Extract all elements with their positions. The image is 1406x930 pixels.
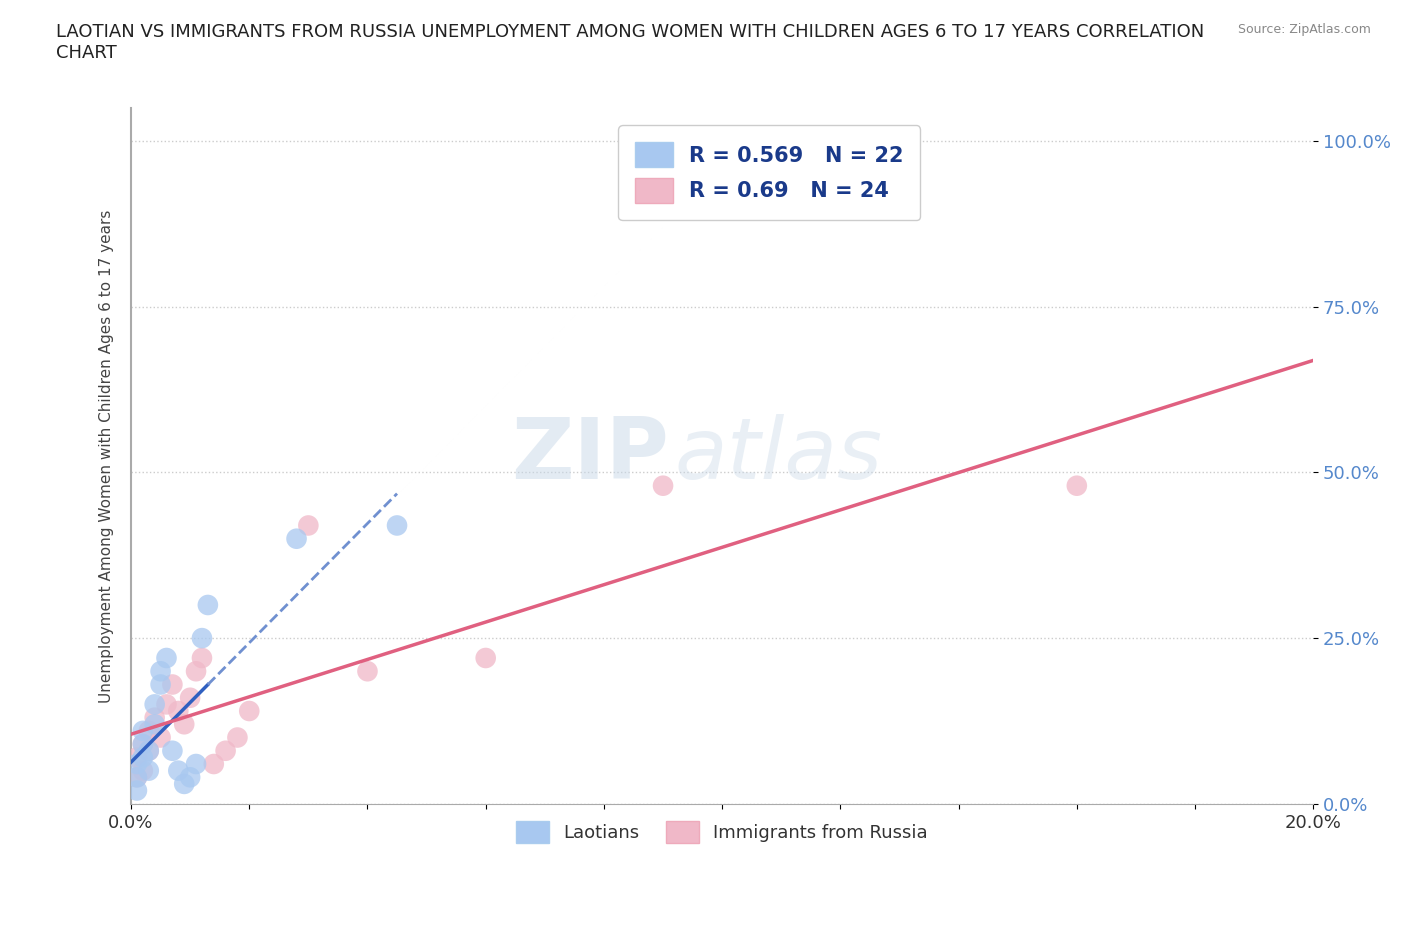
Point (226, 730, 249, 745)
Point (285, 531, 308, 546)
Point (297, 518, 319, 533)
Point (214, 743, 236, 758)
Point (173, 717, 195, 732)
Point (1066, 478, 1088, 493)
Point (184, 664, 207, 679)
Point (202, 757, 225, 772)
Text: Source: ZipAtlas.com: Source: ZipAtlas.com (1237, 23, 1371, 36)
Point (179, 690, 201, 705)
Point (125, 770, 148, 785)
Point (125, 770, 148, 785)
Point (184, 757, 207, 772)
Point (143, 717, 166, 732)
Point (149, 664, 172, 679)
Point (125, 757, 148, 772)
Point (652, 478, 675, 493)
Point (138, 743, 160, 758)
Point (197, 598, 219, 613)
Point (138, 764, 160, 778)
Y-axis label: Unemployment Among Women with Children Ages 6 to 17 years: Unemployment Among Women with Children A… (100, 209, 114, 702)
Point (149, 730, 172, 745)
Point (356, 664, 378, 679)
Point (132, 737, 155, 751)
Text: atlas: atlas (675, 415, 883, 498)
Point (125, 783, 148, 798)
Point (155, 697, 177, 711)
Point (474, 651, 496, 666)
Point (167, 764, 190, 778)
Point (162, 677, 184, 692)
Point (238, 704, 260, 719)
Point (162, 743, 184, 758)
Point (143, 711, 166, 725)
Point (138, 724, 160, 738)
Point (132, 724, 155, 738)
Point (138, 743, 160, 758)
Point (155, 651, 177, 666)
Point (173, 777, 195, 791)
Text: ZIP: ZIP (512, 415, 669, 498)
Point (125, 750, 148, 764)
Point (132, 764, 155, 778)
Point (191, 651, 214, 666)
Legend: Laotians, Immigrants from Russia: Laotians, Immigrants from Russia (502, 806, 942, 857)
Point (191, 631, 214, 645)
Point (132, 750, 155, 764)
Point (167, 704, 190, 719)
Point (385, 518, 408, 533)
Point (149, 677, 172, 692)
Text: LAOTIAN VS IMMIGRANTS FROM RUSSIA UNEMPLOYMENT AMONG WOMEN WITH CHILDREN AGES 6 : LAOTIAN VS IMMIGRANTS FROM RUSSIA UNEMPL… (56, 23, 1205, 62)
Point (143, 697, 166, 711)
Point (179, 770, 201, 785)
Point (132, 737, 155, 751)
